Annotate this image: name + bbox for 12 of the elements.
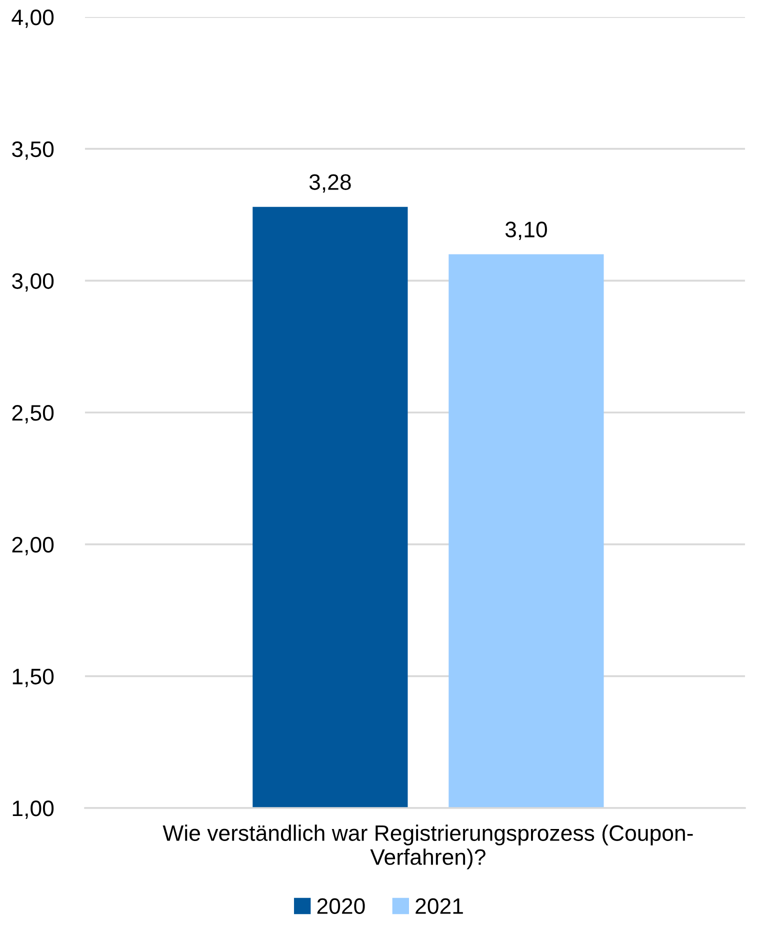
data-label: 3,28 — [309, 174, 351, 193]
y-tick-label: 3,00 — [12, 273, 54, 292]
y-tick-label: 1,00 — [12, 800, 54, 819]
y-tick-label: 4,00 — [12, 10, 54, 28]
legend-label: 2020 — [317, 898, 365, 914]
y-tick-label: 2,00 — [12, 536, 54, 556]
legend-label: 2021 — [416, 898, 463, 914]
y-tick-label: 3,50 — [12, 141, 54, 160]
y-tick-label: 1,50 — [12, 668, 54, 688]
y-tick-label: 2,50 — [12, 405, 54, 424]
x-tick-label: Wie verständlich war Registrierungsprozess (Coupon- Verfahren)? — [162, 824, 693, 870]
data-label: 3,10 — [505, 222, 547, 240]
